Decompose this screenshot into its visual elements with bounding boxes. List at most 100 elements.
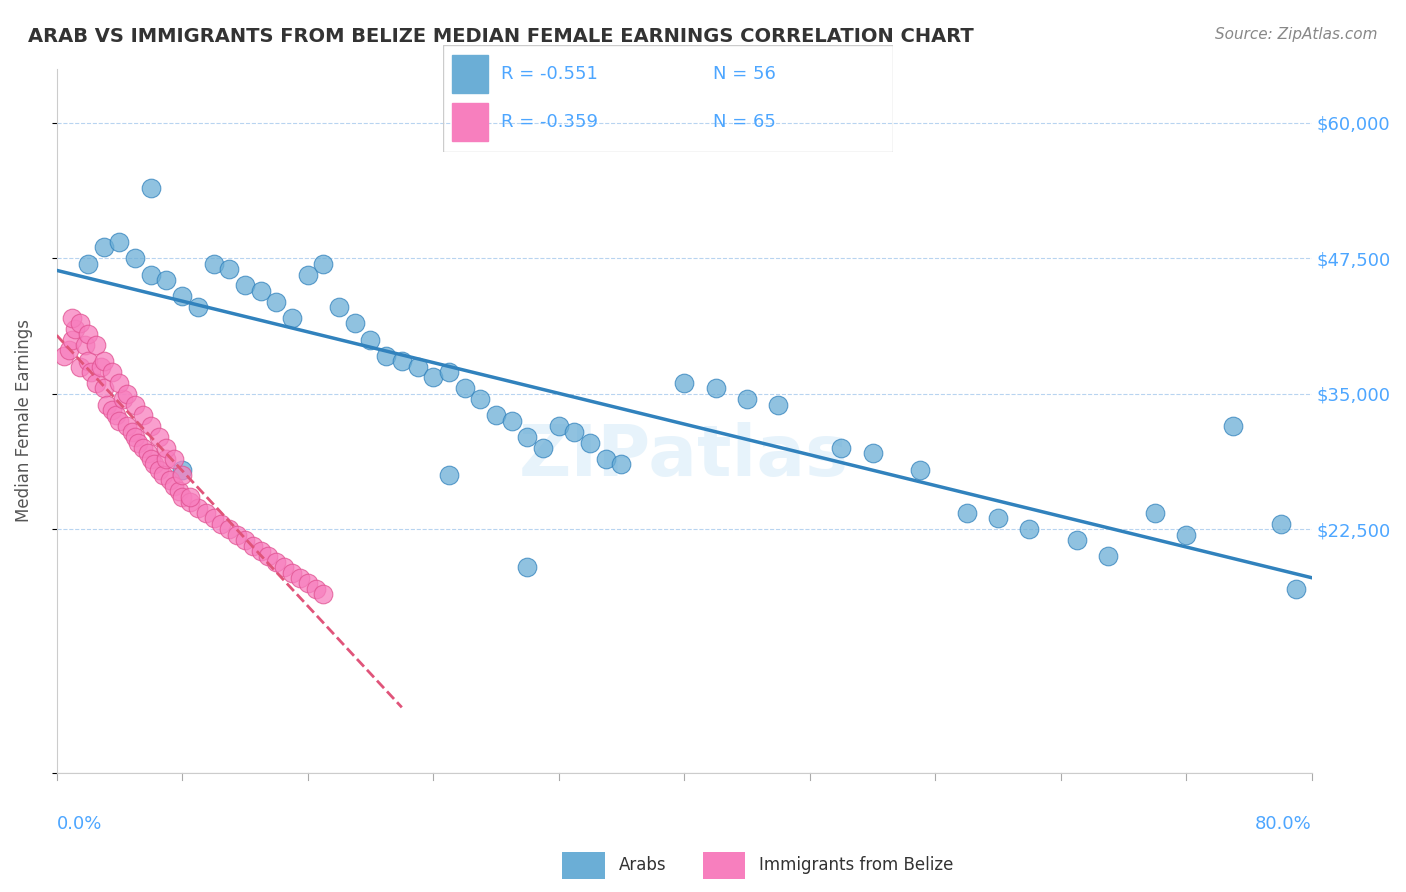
Point [704,381,727,395]
Point [595,451,617,466]
Point [115,419,138,434]
Point [127,435,149,450]
Point [105,409,128,423]
Point [172,289,194,303]
Point [139,181,162,195]
Point [148,463,170,477]
Point [202,257,225,271]
Text: R = -0.551: R = -0.551 [502,64,599,82]
Point [735,392,758,407]
Point [60,333,83,347]
Point [152,468,174,483]
Point [312,257,335,271]
Point [108,235,131,249]
Text: R = -0.359: R = -0.359 [502,112,599,130]
Point [1097,549,1119,564]
Point [218,262,240,277]
Point [249,284,271,298]
Point [179,490,201,504]
Point [226,527,249,541]
Point [202,511,225,525]
Point [139,451,162,466]
Bar [451,103,488,141]
Point [516,560,538,574]
Point [139,419,162,434]
Point [1285,582,1308,596]
Text: Arabs: Arabs [619,856,666,874]
Point [516,430,538,444]
Point [249,544,271,558]
Point [485,409,508,423]
Point [58,343,80,358]
Point [1175,527,1198,541]
Point [908,463,931,477]
Point [453,381,475,395]
Point [501,414,523,428]
Point [956,506,979,520]
Point [163,479,186,493]
Text: N = 65: N = 65 [713,112,776,130]
Point [155,441,177,455]
Point [194,506,217,520]
Point [304,582,326,596]
Text: 80.0%: 80.0% [1256,815,1312,833]
Point [437,365,460,379]
Point [531,441,554,455]
Point [1018,522,1040,536]
Point [209,516,232,531]
Point [328,300,350,314]
Point [187,300,209,314]
Point [69,359,91,374]
Point [470,392,492,407]
Point [266,294,288,309]
Point [172,463,194,477]
Point [547,419,569,434]
Point [172,490,194,504]
Point [132,409,155,423]
Point [167,484,190,499]
Point [93,381,115,395]
Point [84,376,107,390]
Point [187,500,209,515]
Point [65,322,87,336]
Point [73,338,96,352]
Point [142,457,165,471]
Point [610,457,633,471]
Bar [451,55,488,93]
Point [84,338,107,352]
Point [124,430,146,444]
Point [987,511,1010,525]
Point [233,278,256,293]
Point [406,359,429,374]
Point [579,435,602,450]
Point [124,398,146,412]
Point [159,474,181,488]
Point [163,451,186,466]
Point [100,403,122,417]
Point [437,468,460,483]
Point [273,560,295,574]
Point [136,446,159,460]
Point [281,310,304,325]
Text: Source: ZipAtlas.com: Source: ZipAtlas.com [1215,27,1378,42]
Point [343,316,366,330]
Point [111,392,134,407]
Point [121,425,143,439]
Text: ARAB VS IMMIGRANTS FROM BELIZE MEDIAN FEMALE EARNINGS CORRELATION CHART: ARAB VS IMMIGRANTS FROM BELIZE MEDIAN FE… [28,27,974,45]
Point [80,365,103,379]
Point [60,310,83,325]
Point [69,316,91,330]
Point [172,468,194,483]
Point [1222,419,1244,434]
Y-axis label: Median Female Earnings: Median Female Earnings [15,319,32,523]
Point [297,268,319,282]
Point [830,441,852,455]
Text: Immigrants from Belize: Immigrants from Belize [759,856,953,874]
Point [297,576,319,591]
Point [93,354,115,368]
Point [77,354,100,368]
Point [288,571,311,585]
Point [281,566,304,580]
Point [862,446,884,460]
Point [108,414,131,428]
